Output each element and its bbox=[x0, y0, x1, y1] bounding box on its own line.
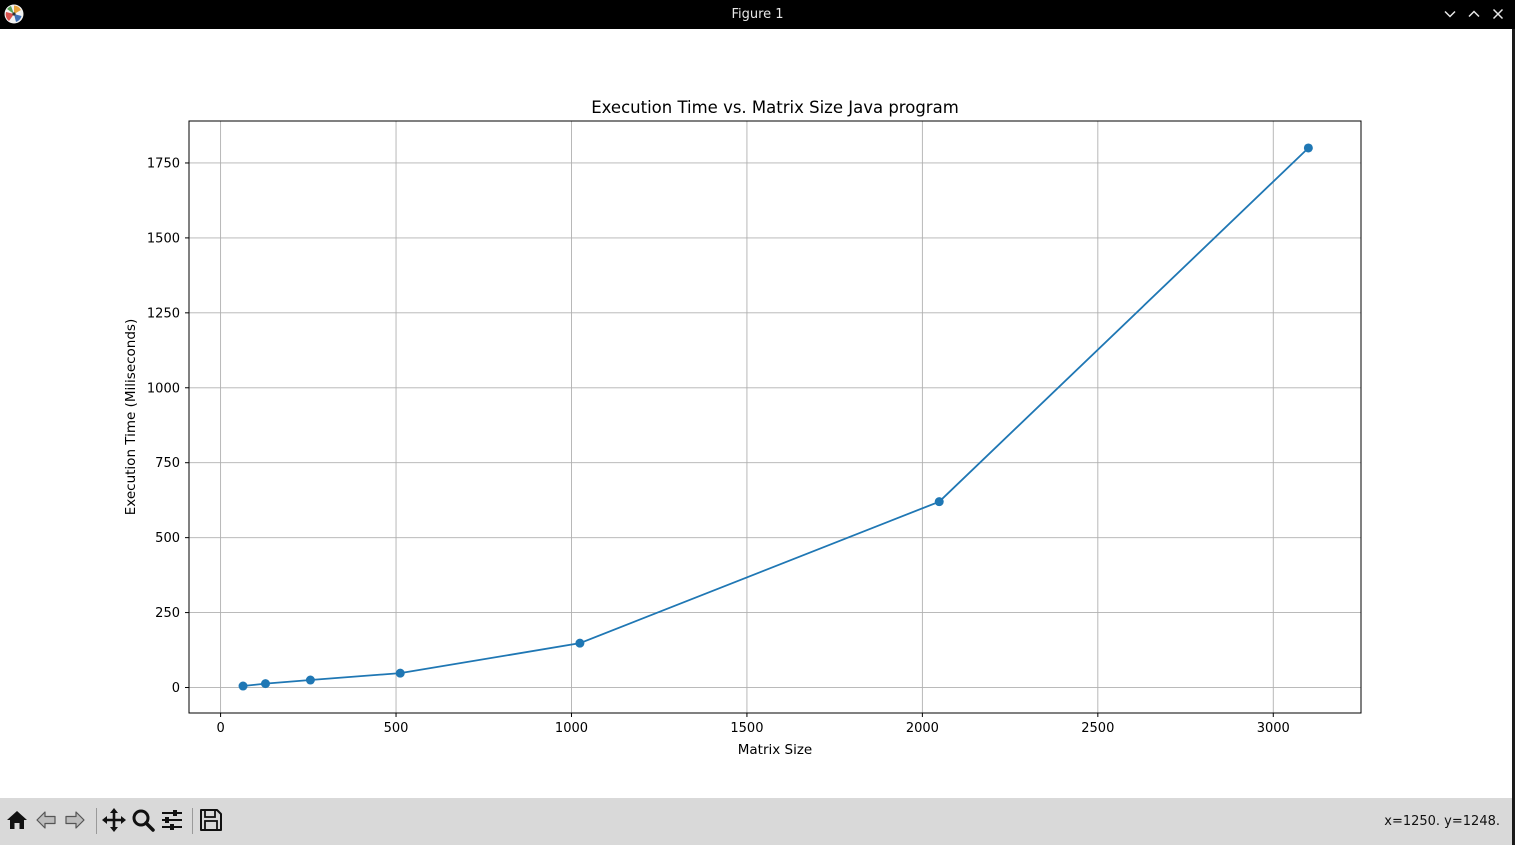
chevron-up-icon[interactable] bbox=[1465, 5, 1483, 23]
chevron-down-icon[interactable] bbox=[1441, 5, 1459, 23]
toolbar-separator bbox=[96, 808, 97, 834]
x-axis-label: Matrix Size bbox=[738, 742, 813, 758]
chart-title: Execution Time vs. Matrix Size Java prog… bbox=[591, 98, 959, 117]
data-point bbox=[934, 497, 944, 507]
y-tick-label: 1250 bbox=[147, 306, 180, 321]
close-icon[interactable] bbox=[1489, 5, 1507, 23]
y-axis-label: Execution Time (Miliseconds) bbox=[123, 319, 139, 515]
forward-arrow-icon[interactable] bbox=[61, 806, 89, 834]
grid-lines bbox=[189, 121, 1361, 713]
x-tick-label: 0 bbox=[216, 721, 224, 736]
x-tick-label: 3000 bbox=[1257, 721, 1290, 736]
toolbar-separator bbox=[192, 808, 193, 834]
navigation-toolbar: x=1250. y=1248. bbox=[0, 798, 1512, 845]
save-floppy-icon[interactable] bbox=[197, 806, 225, 834]
home-icon[interactable] bbox=[3, 806, 31, 834]
cursor-coordinates: x=1250. y=1248. bbox=[1384, 814, 1500, 829]
data-point bbox=[395, 668, 405, 678]
y-tick-label: 500 bbox=[155, 531, 180, 546]
configure-subplots-icon[interactable] bbox=[158, 806, 186, 834]
x-tick-label: 1500 bbox=[730, 721, 763, 736]
x-tick-label: 1000 bbox=[555, 721, 588, 736]
y-tick-label: 0 bbox=[172, 681, 180, 696]
back-arrow-icon[interactable] bbox=[32, 806, 60, 834]
x-tick-label: 500 bbox=[384, 721, 409, 736]
y-tick-label: 750 bbox=[155, 456, 180, 471]
plot-canvas[interactable]: 0 500 1000 1500 2000 2500 3000 0 250 500 750 1000 1… bbox=[0, 29, 1512, 798]
axes-frame bbox=[188, 120, 1362, 714]
window-title: Figure 1 bbox=[731, 7, 784, 22]
y-tick-label: 1750 bbox=[147, 156, 180, 171]
data-point bbox=[305, 675, 315, 685]
zoom-magnifier-icon[interactable] bbox=[129, 806, 157, 834]
y-tick-label: 250 bbox=[155, 606, 180, 621]
data-point bbox=[1303, 143, 1313, 153]
line-chart: 0 500 1000 1500 2000 2500 3000 0 250 500 750 1000 1… bbox=[123, 98, 1362, 758]
data-markers bbox=[238, 143, 1313, 691]
data-point bbox=[575, 638, 585, 648]
y-axis: 0 250 500 750 1000 1250 1500 1750 bbox=[147, 156, 189, 696]
pan-move-icon[interactable] bbox=[100, 806, 128, 834]
data-point bbox=[238, 681, 248, 691]
x-tick-label: 2500 bbox=[1081, 721, 1114, 736]
x-tick-label: 2000 bbox=[906, 721, 939, 736]
data-point bbox=[260, 679, 270, 689]
title-bar[interactable]: Figure 1 bbox=[0, 0, 1515, 29]
matplotlib-icon bbox=[4, 4, 24, 24]
y-tick-label: 1500 bbox=[147, 231, 180, 246]
x-axis: 0 500 1000 1500 2000 2500 3000 bbox=[216, 713, 1290, 736]
window-border bbox=[1512, 29, 1515, 845]
series-line bbox=[242, 147, 1309, 687]
y-tick-label: 1000 bbox=[147, 381, 180, 396]
